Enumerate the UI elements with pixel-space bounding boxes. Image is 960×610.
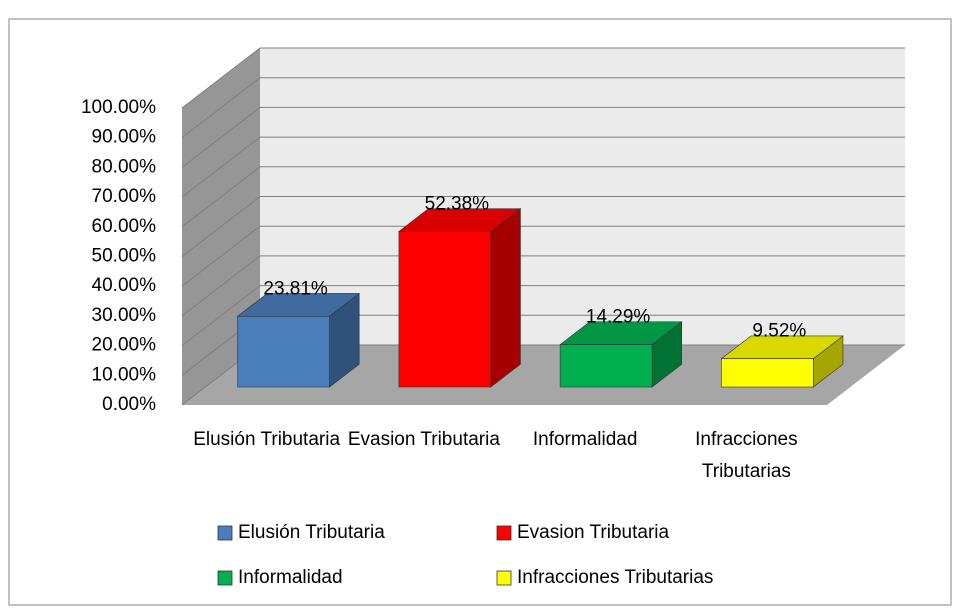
y-tick-label: 0.00%: [102, 394, 156, 415]
y-tick-label: 70.00%: [92, 186, 157, 207]
y-tick-label: 100.00%: [81, 97, 156, 118]
legend-label: Informalidad: [238, 567, 343, 588]
legend-swatch: [217, 570, 233, 586]
bar: [237, 315, 330, 388]
value-label: 23.81%: [263, 278, 328, 299]
y-tick-label: 40.00%: [92, 275, 157, 296]
grid-line: [181, 47, 905, 109]
y-tick-label: 10.00%: [92, 364, 157, 385]
x-tick-label: Elusión Tributaria: [193, 429, 341, 450]
value-label: 9.52%: [752, 321, 806, 342]
y-tick-label: 50.00%: [92, 246, 157, 267]
legend-swatch: [496, 570, 512, 586]
x-tick-label: Informalidad: [532, 429, 638, 450]
x-tick-label: Infracciones Tributarias: [695, 429, 798, 482]
legend-swatch: [217, 525, 233, 541]
y-tick-label: 20.00%: [92, 335, 157, 356]
bar: [559, 344, 653, 388]
bar: [398, 231, 492, 388]
grid-line: [181, 77, 905, 139]
x-tick-label: Evasion Tributaria: [347, 429, 500, 450]
grid-line: [181, 196, 905, 257]
grid-line: [181, 136, 905, 198]
grid-line: [181, 106, 905, 168]
bar: [721, 358, 814, 388]
grid-line: [181, 166, 905, 228]
legend-label: Infracciones Tributarias: [517, 567, 713, 588]
y-tick-label: 60.00%: [92, 216, 157, 237]
grid-line: [181, 285, 905, 346]
legend-label: Elusión Tributaria: [238, 522, 385, 543]
value-label: 52.38%: [425, 193, 490, 214]
grid-line: [181, 255, 905, 317]
legend-swatch: [496, 525, 512, 541]
value-label: 14.29%: [586, 307, 651, 328]
y-tick-label: 30.00%: [92, 305, 157, 326]
bar-side: [490, 208, 521, 388]
y-tick-label: 80.00%: [92, 156, 157, 177]
legend-label: Evasion Tributaria: [517, 522, 670, 543]
y-tick-label: 90.00%: [92, 127, 157, 148]
grid-line: [181, 225, 905, 287]
